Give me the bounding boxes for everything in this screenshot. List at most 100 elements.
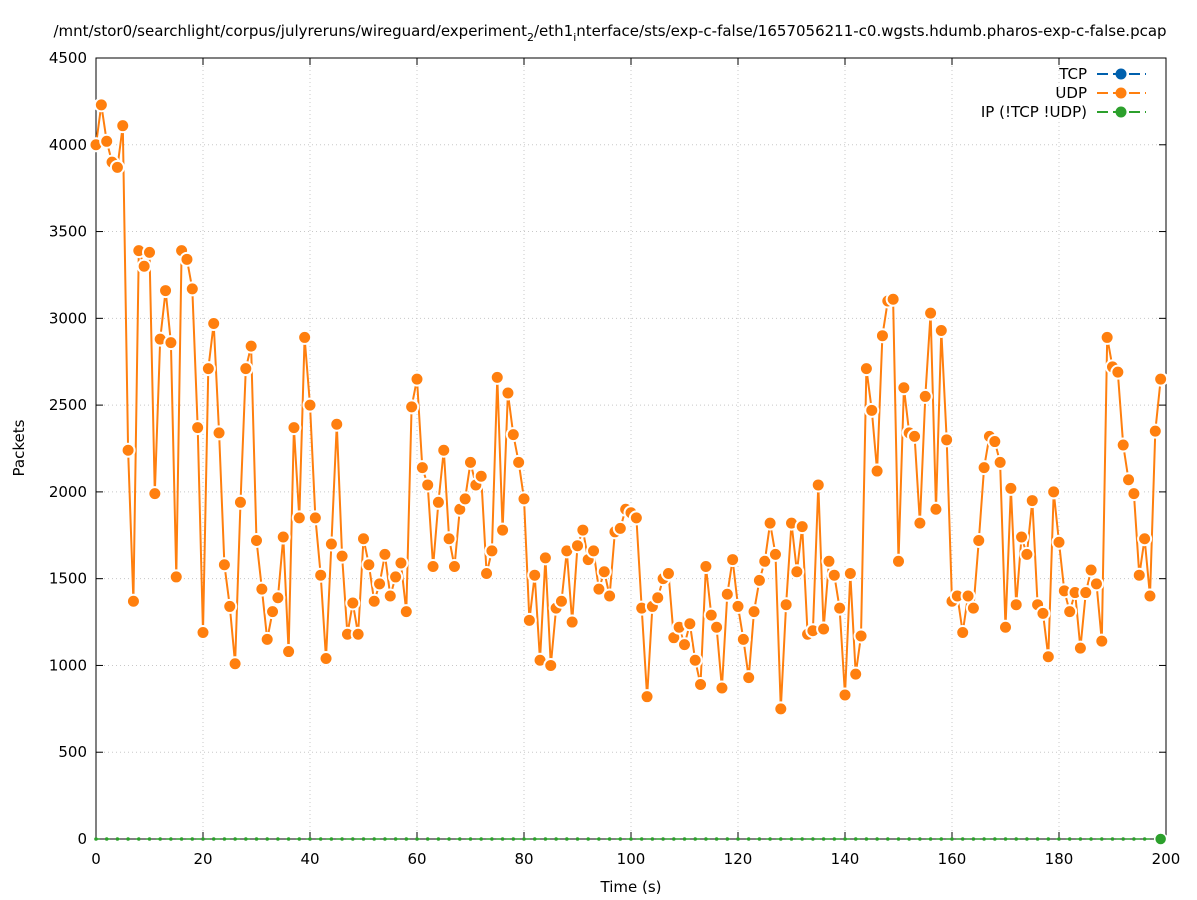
data-point <box>725 837 730 841</box>
data-point <box>757 553 773 569</box>
data-point <box>393 555 409 571</box>
data-point <box>650 590 666 606</box>
data-point <box>1035 837 1040 841</box>
data-point <box>463 454 478 470</box>
data-point <box>1121 472 1137 488</box>
data-point <box>211 425 227 441</box>
x-tick-label: 200 <box>1152 850 1181 868</box>
data-point <box>591 581 607 597</box>
data-point <box>628 510 644 526</box>
data-point <box>1131 567 1147 583</box>
data-point <box>553 593 569 609</box>
data-point <box>473 468 489 484</box>
data-point <box>265 837 270 841</box>
data-point <box>597 837 601 841</box>
data-point <box>773 701 789 717</box>
data-point <box>409 371 425 387</box>
data-point <box>200 361 216 377</box>
data-point <box>965 600 981 616</box>
data-point <box>570 538 585 554</box>
data-point <box>853 628 869 644</box>
data-point <box>1024 493 1040 509</box>
data-point <box>1078 837 1083 841</box>
chart-title: /mnt/stor0/searchlight/corpus/julyreruns… <box>53 22 1166 44</box>
data-point <box>297 837 302 841</box>
data-point <box>565 837 569 841</box>
data-point <box>1003 837 1008 841</box>
data-point <box>388 569 404 585</box>
data-point <box>115 118 131 134</box>
data-point <box>672 837 676 841</box>
data-point <box>1003 480 1019 496</box>
data-point <box>554 837 558 841</box>
data-point <box>778 597 794 613</box>
data-point <box>147 486 163 502</box>
data-point <box>703 607 719 623</box>
data-point <box>693 677 709 693</box>
data-point <box>869 463 885 479</box>
data-point <box>436 837 441 841</box>
data-point <box>923 305 939 321</box>
data-point <box>1078 585 1094 601</box>
data-point <box>800 837 804 841</box>
data-point <box>1046 484 1062 500</box>
x-tick-label: 40 <box>300 850 319 868</box>
data-point <box>94 837 98 841</box>
data-point <box>1088 576 1104 592</box>
data-point <box>334 548 350 564</box>
y-tick-label: 4500 <box>49 49 87 67</box>
data-point <box>227 656 243 672</box>
data-point <box>361 837 366 841</box>
data-point <box>500 385 516 401</box>
x-tick-label: 120 <box>724 850 753 868</box>
y-tick-label: 2000 <box>49 483 87 501</box>
data-point <box>238 361 254 377</box>
data-point <box>532 837 537 841</box>
data-point <box>479 565 495 581</box>
data-point <box>361 557 377 573</box>
data-point <box>1025 837 1029 841</box>
data-point <box>596 564 612 580</box>
data-point <box>393 837 398 841</box>
data-point <box>201 837 205 841</box>
data-point <box>307 510 323 526</box>
data-point <box>586 837 590 841</box>
data-point <box>446 559 462 575</box>
data-point <box>853 837 858 841</box>
data-point <box>233 837 237 841</box>
data-point <box>206 316 222 332</box>
data-point <box>607 837 612 841</box>
legend-marker <box>1115 106 1127 118</box>
data-point <box>1110 364 1126 380</box>
data-point <box>537 550 553 566</box>
data-point <box>1121 837 1125 841</box>
data-point <box>115 837 120 841</box>
y-tick-label: 2500 <box>49 396 87 414</box>
data-point <box>660 565 676 581</box>
legend-marker <box>1115 87 1127 99</box>
data-point <box>746 604 762 620</box>
data-point <box>843 837 847 841</box>
data-point <box>511 837 516 841</box>
data-point <box>383 837 387 841</box>
y-tick-label: 3500 <box>49 223 87 241</box>
data-point <box>136 258 152 274</box>
data-point <box>612 520 628 536</box>
data-point <box>216 557 232 573</box>
data-point <box>190 837 195 841</box>
data-point <box>602 588 618 604</box>
data-point <box>425 559 441 575</box>
data-point <box>125 593 141 609</box>
data-point <box>366 593 382 609</box>
data-point <box>430 494 446 510</box>
data-point <box>1094 633 1110 649</box>
x-tick-label: 100 <box>617 850 646 868</box>
data-point <box>286 420 302 436</box>
x-tick-label: 180 <box>1045 850 1074 868</box>
data-point <box>308 837 312 841</box>
y-tick-label: 1000 <box>49 656 87 674</box>
data-point <box>479 837 484 841</box>
data-point <box>142 244 157 260</box>
data-point <box>896 837 901 841</box>
